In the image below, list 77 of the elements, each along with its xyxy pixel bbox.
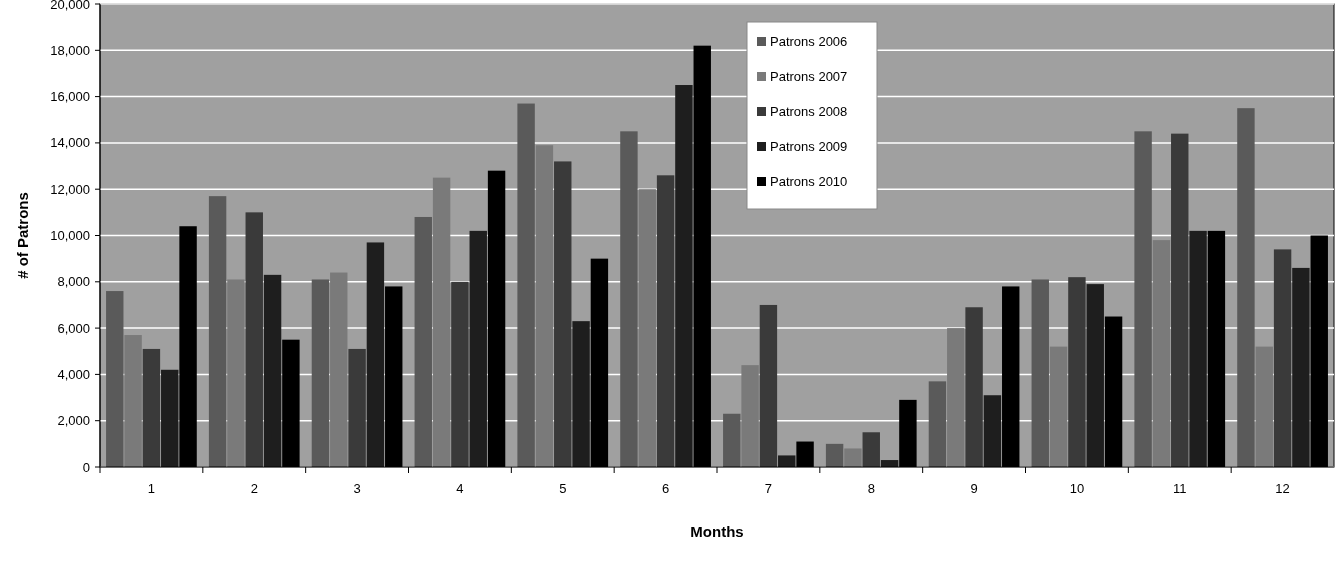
x-tick-label: 3 [353,481,361,496]
bar [656,175,675,467]
legend-label: Patrons 2006 [770,34,848,49]
bar [825,443,844,467]
bar [517,103,535,467]
y-tick-label: 2,000 [57,413,90,429]
bar [638,189,656,467]
bar [844,448,862,467]
y-tick-label: 10,000 [50,228,90,244]
x-tick-label: 9 [970,481,978,496]
bar [348,348,366,467]
bar [330,272,348,467]
bar [124,335,142,467]
bar [983,395,1002,467]
bar [1292,267,1310,467]
x-tick-label: 11 [1173,481,1187,496]
x-tick-label: 8 [867,481,875,496]
x-tick-label: 2 [250,481,258,496]
bar [947,328,965,467]
legend-label: Patrons 2008 [770,104,848,119]
bar [227,279,245,467]
x-tick-label: 10 [1069,481,1085,496]
y-tick-label: 4,000 [57,366,90,382]
bar [620,131,638,467]
bar [1237,108,1255,467]
legend-label: Patrons 2007 [770,69,848,84]
bar [928,381,947,467]
bar [554,161,572,467]
bar [572,321,590,467]
x-tick-label: 4 [456,481,464,496]
bar [1068,277,1086,467]
y-tick-label: 16,000 [50,89,90,105]
bar [1189,230,1207,467]
bar [366,242,385,467]
bar [759,304,778,467]
y-tick-label: 12,000 [50,181,90,197]
y-tick-label: 6,000 [57,320,90,336]
bar [1031,279,1049,467]
bar [1255,346,1273,467]
x-tick-label: 12 [1275,481,1290,496]
bar [1171,133,1189,467]
bar [311,279,330,467]
y-tick-label: 8,000 [57,274,90,290]
bar [161,369,179,467]
bar [263,274,282,467]
bar [432,177,451,467]
x-axis-title: Months [690,523,744,540]
bar [1273,249,1292,467]
bar [1086,284,1104,467]
bar [862,432,880,467]
x-tick-label: 7 [764,481,773,496]
bar [1152,240,1171,467]
bar [741,365,759,467]
y-axis-title: # of Patrons [14,192,31,279]
bar [208,196,227,467]
bar [778,455,796,467]
x-tick-label: 5 [559,481,567,496]
bar [245,212,263,467]
y-tick-label: 0 [82,459,90,475]
bar [1049,346,1068,467]
bar [469,230,487,467]
legend-label: Patrons 2010 [770,174,848,189]
y-tick-label: 20,000 [50,0,90,12]
bar [723,413,741,467]
bar [675,85,693,467]
legend-label: Patrons 2009 [770,139,848,154]
y-tick-label: 18,000 [50,42,90,58]
bar [451,281,469,467]
bar [535,145,554,467]
bar [414,216,432,467]
bar [142,348,161,467]
bar [1134,131,1152,467]
y-tick-label: 14,000 [50,135,90,151]
bar [965,307,983,467]
x-tick-label: 6 [661,481,670,496]
x-tick-label: 1 [147,481,156,496]
bar [106,291,124,467]
